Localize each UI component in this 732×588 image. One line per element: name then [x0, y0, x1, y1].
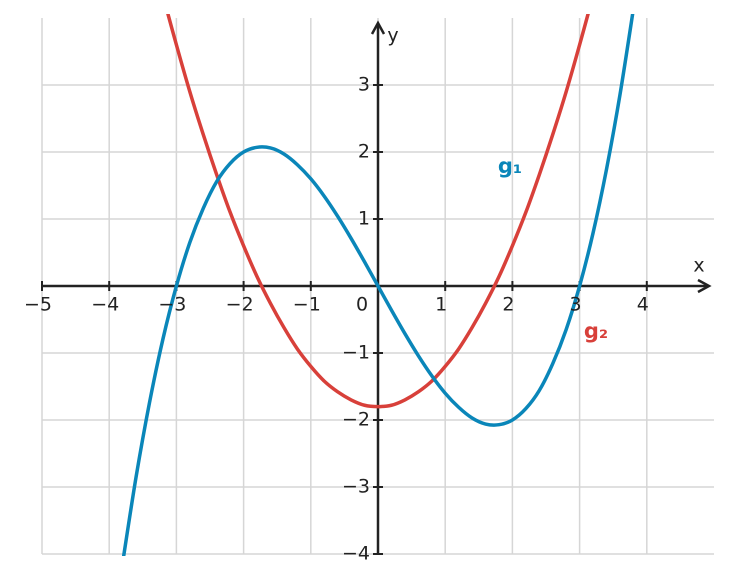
plot-area	[121, 14, 635, 556]
y-tick-label: −2	[342, 409, 370, 431]
x-tick-label: −3	[158, 294, 186, 316]
y-tick-label: −4	[342, 543, 370, 565]
x-tick-label: −5	[24, 294, 52, 316]
curve	[121, 14, 635, 556]
y-tick-label: −1	[342, 342, 370, 364]
series-label: g₂	[584, 319, 608, 343]
x-axis-label: x	[693, 255, 704, 277]
x-tick-label: 2	[502, 294, 514, 316]
y-tick-label: 1	[358, 208, 370, 230]
y-axis-label: y	[387, 25, 398, 47]
axes: x y	[41, 20, 712, 555]
x-arrow	[697, 278, 712, 294]
x-tick-label: 3	[570, 294, 582, 316]
labels: −5 −4 −3 −2 −1 0 1 2 3 4 −4 −3 −2 −1 1 2 3 g₁ g₂	[24, 74, 649, 565]
x-tick-label: 4	[637, 294, 649, 316]
y-tick-label: 2	[358, 141, 370, 163]
x-tick-label: −1	[293, 294, 321, 316]
series-label: g₁	[498, 154, 522, 178]
y-tick-label: −3	[342, 476, 370, 498]
x-tick-label: 0	[356, 294, 368, 316]
x-tick-label: −4	[91, 294, 119, 316]
x-tick-label: 1	[435, 294, 447, 316]
y-tick-label: 3	[358, 74, 370, 96]
curve	[166, 14, 590, 409]
x-tick-label: −2	[226, 294, 254, 316]
y-arrow	[370, 20, 386, 35]
